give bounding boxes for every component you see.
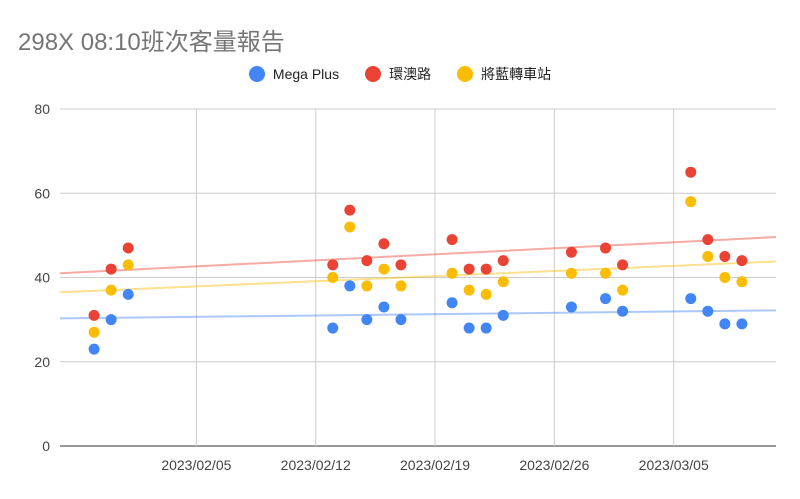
data-point [565,246,577,258]
data-point [736,255,748,267]
data-point [88,309,100,321]
data-point [395,314,407,326]
data-point [719,250,731,262]
data-point [344,204,356,216]
data-point [736,318,748,330]
data-point [702,250,714,262]
legend-marker [457,66,474,82]
data-point [446,234,458,246]
data-point [105,263,117,275]
x-tick-label: 2023/03/05 [639,457,709,473]
chart-title: 298X 08:10班次客量報告 [18,29,285,56]
data-point [395,259,407,271]
y-tick-label: 20 [34,354,50,370]
data-point [122,259,134,271]
data-point [685,166,697,178]
x-tick-label: 2023/02/05 [161,457,231,473]
y-tick-label: 40 [34,270,50,286]
data-point [600,267,612,279]
x-tick-label: 2023/02/12 [281,457,351,473]
data-point [480,288,492,300]
legend-label: 環澳路 [389,66,432,82]
data-point [327,322,339,334]
data-point [702,234,714,246]
legend-item: 環澳路 [365,64,431,84]
data-point [446,297,458,309]
data-point [685,196,697,208]
data-point [463,284,475,296]
data-point [617,259,629,271]
data-point [617,305,629,317]
data-point [88,326,100,338]
data-point [600,242,612,254]
legend-item: Mega Plus [248,64,340,84]
y-tick-label: 0 [42,438,50,454]
data-point [88,343,100,355]
data-point [617,284,629,296]
y-tick-label: 60 [34,185,50,201]
data-point [344,221,356,233]
x-tick-label: 2023/02/26 [519,457,589,473]
data-point [122,242,134,254]
legend-label: 將藍轉車站 [481,66,552,82]
trendline [59,236,777,275]
legend-item: 將藍轉車站 [457,64,551,84]
data-point [463,263,475,275]
data-point [361,280,373,292]
data-point [600,293,612,305]
data-point [361,314,373,326]
y-tick-label: 80 [34,101,50,117]
data-point [685,293,697,305]
data-point [105,314,117,326]
data-point [702,305,714,317]
legend-marker [248,66,265,82]
data-point [497,309,509,321]
data-point [361,255,373,267]
data-point [395,280,407,292]
trendline [59,260,777,294]
data-point [378,301,390,313]
data-point [378,263,390,275]
data-point [719,272,731,283]
data-point [565,267,577,279]
data-point [480,322,492,334]
legend-label: Mega Plus [272,66,340,82]
x-tick-label: 2023/02/19 [400,457,470,473]
data-point [463,322,475,334]
data-point [480,263,492,275]
data-point [344,280,356,292]
trendline [59,309,777,320]
data-point [122,288,134,300]
legend-marker [365,66,382,82]
data-point [736,276,748,288]
data-point [565,301,577,313]
data-point [327,259,339,271]
data-point [378,238,390,250]
data-point [497,276,509,288]
data-point [105,284,117,296]
data-point [327,272,339,283]
legend: Mega Plus 環澳路 將藍轉車站 [0,64,800,84]
data-point [446,267,458,279]
data-point [719,318,731,330]
data-point [497,255,509,267]
